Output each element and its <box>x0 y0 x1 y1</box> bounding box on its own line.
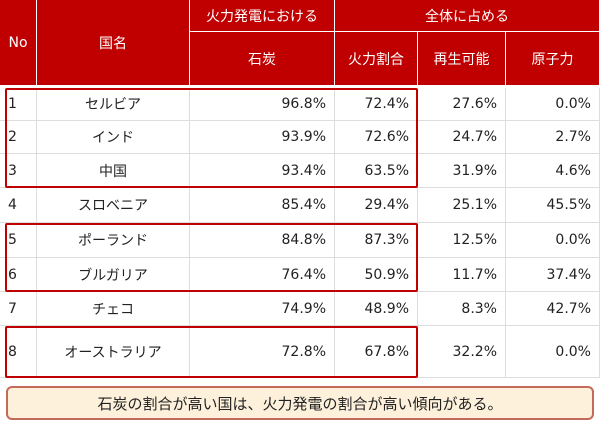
value-cell: 0.0% <box>506 326 600 378</box>
row-number: 8 <box>0 326 37 378</box>
value-cell: 24.7% <box>418 121 506 154</box>
value-cell: 50.9% <box>335 258 418 292</box>
value-cell: 72.6% <box>335 121 418 154</box>
value-cell: 74.9% <box>190 292 335 326</box>
value-cell: 84.8% <box>190 223 335 258</box>
value-cell: 45.5% <box>506 188 600 223</box>
value-cell: 31.9% <box>418 154 506 188</box>
value-cell: 11.7% <box>418 258 506 292</box>
country-name: オーストラリア <box>37 326 190 378</box>
country-name: スロベニア <box>37 188 190 223</box>
header-column: 原子力 <box>506 32 600 86</box>
value-cell: 48.9% <box>335 292 418 326</box>
header-group: 火力発電における <box>190 0 335 32</box>
row-number: 4 <box>0 188 37 223</box>
value-cell: 32.2% <box>418 326 506 378</box>
value-cell: 4.6% <box>506 154 600 188</box>
value-cell: 8.3% <box>418 292 506 326</box>
value-cell: 0.0% <box>506 223 600 258</box>
row-number: 5 <box>0 223 37 258</box>
value-cell: 12.5% <box>418 223 506 258</box>
row-number: 7 <box>0 292 37 326</box>
value-cell: 29.4% <box>335 188 418 223</box>
header-column: 火力割合 <box>335 32 418 86</box>
value-cell: 25.1% <box>418 188 506 223</box>
row-number: 2 <box>0 121 37 154</box>
header-country: 国名 <box>37 0 190 86</box>
row-number: 1 <box>0 88 37 121</box>
value-cell: 37.4% <box>506 258 600 292</box>
country-name: 中国 <box>37 154 190 188</box>
header-column: 再生可能 <box>418 32 506 86</box>
value-cell: 96.8% <box>190 88 335 121</box>
country-name: チェコ <box>37 292 190 326</box>
value-cell: 76.4% <box>190 258 335 292</box>
value-cell: 63.5% <box>335 154 418 188</box>
value-cell: 27.6% <box>418 88 506 121</box>
value-cell: 87.3% <box>335 223 418 258</box>
country-name: インド <box>37 121 190 154</box>
value-cell: 72.8% <box>190 326 335 378</box>
value-cell: 93.9% <box>190 121 335 154</box>
row-number: 3 <box>0 154 37 188</box>
value-cell: 67.8% <box>335 326 418 378</box>
country-name: ブルガリア <box>37 258 190 292</box>
value-cell: 93.4% <box>190 154 335 188</box>
note: 石炭の割合が高い国は、火力発電の割合が高い傾向がある。 <box>6 386 594 420</box>
value-cell: 0.0% <box>506 88 600 121</box>
country-name: ポーランド <box>37 223 190 258</box>
value-cell: 2.7% <box>506 121 600 154</box>
row-number: 6 <box>0 258 37 292</box>
country-name: セルビア <box>37 88 190 121</box>
header-no: No <box>0 0 37 86</box>
header-group: 全体に占める <box>335 0 600 32</box>
value-cell: 85.4% <box>190 188 335 223</box>
header-column: 石炭 <box>190 32 335 86</box>
value-cell: 42.7% <box>506 292 600 326</box>
value-cell: 72.4% <box>335 88 418 121</box>
